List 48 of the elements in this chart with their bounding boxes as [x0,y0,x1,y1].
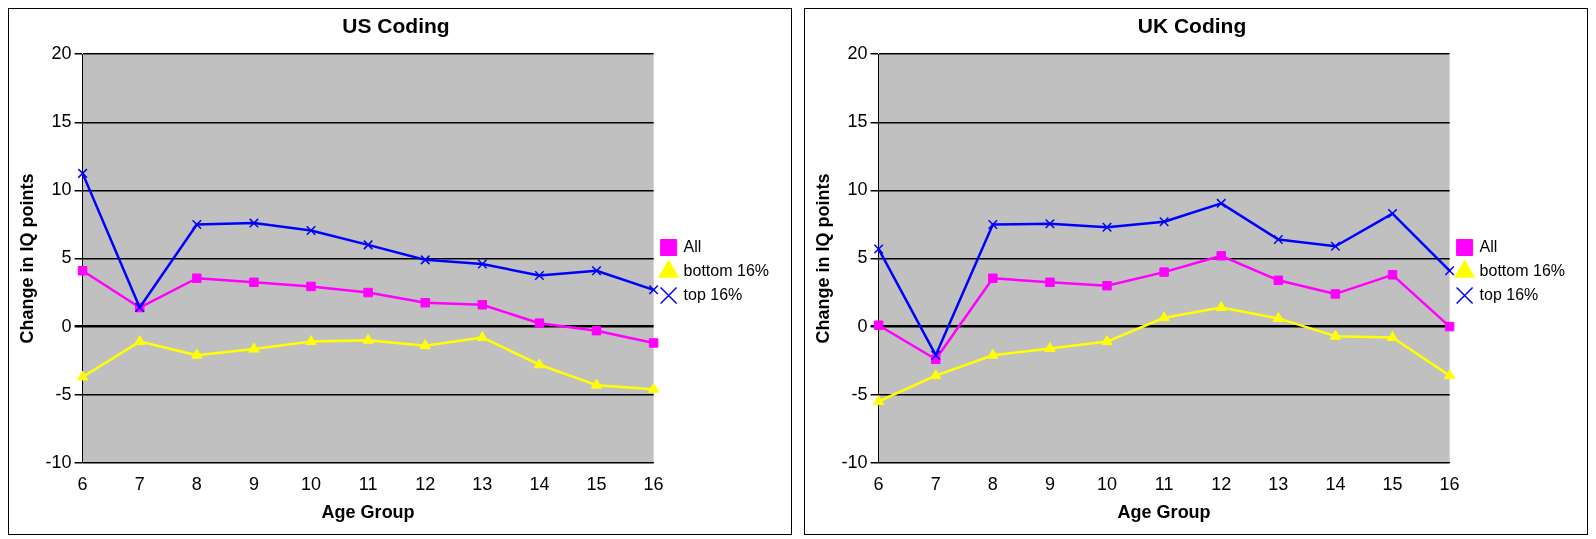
y-tick-label: 15 [51,111,72,132]
y-tick-label: -10 [45,451,72,472]
legend-label: top 16% [1479,285,1539,303]
y-tick-label: 10 [51,179,72,200]
y-axis-title: Change in IQ points [16,173,37,344]
x-tick-label: 14 [529,473,550,494]
x-tick-label: 12 [415,473,436,494]
y-tick-label: 0 [61,315,72,336]
y-tick-label: 5 [61,247,72,268]
y-tick-label: -10 [841,451,868,472]
chart-title: US Coding [342,14,450,38]
x-tick-label: 13 [472,473,493,494]
x-tick-label: 7 [930,473,941,494]
y-tick-label: -5 [851,383,868,404]
x-tick-label: 8 [987,473,998,494]
y-tick-label: 15 [847,111,868,132]
legend-label: All [683,237,702,255]
y-tick-label: 0 [857,315,868,336]
x-tick-label: 16 [1439,473,1460,494]
y-tick-label: 5 [857,247,868,268]
x-tick-label: 15 [1382,473,1403,494]
x-tick-label: 15 [586,473,607,494]
legend-label: bottom 16% [1479,261,1566,279]
x-tick-label: 11 [358,473,378,494]
legend-label: bottom 16% [683,261,770,279]
legend-label: All [1479,237,1498,255]
chart-title: UK Coding [1137,14,1247,38]
y-tick-label: 10 [847,179,868,200]
x-axis-title: Age Group [1117,502,1211,523]
x-axis-title: Age Group [321,502,415,523]
x-tick-label: 8 [191,473,202,494]
y-axis-title: Change in IQ points [812,173,833,344]
x-tick-label: 6 [873,473,884,494]
x-tick-label: 16 [643,473,664,494]
y-tick-label: 20 [51,43,72,64]
y-tick-label: 20 [847,43,868,64]
x-tick-label: 7 [134,473,145,494]
x-tick-label: 14 [1325,473,1346,494]
x-tick-label: 11 [1154,473,1174,494]
x-tick-label: 13 [1268,473,1289,494]
x-tick-label: 9 [1044,473,1055,494]
x-tick-label: 6 [77,473,88,494]
x-tick-label: 9 [248,473,259,494]
y-tick-label: -5 [55,383,72,404]
x-tick-label: 10 [301,473,322,494]
x-tick-label: 10 [1097,473,1118,494]
legend-label: top 16% [683,285,743,303]
x-tick-label: 12 [1211,473,1232,494]
